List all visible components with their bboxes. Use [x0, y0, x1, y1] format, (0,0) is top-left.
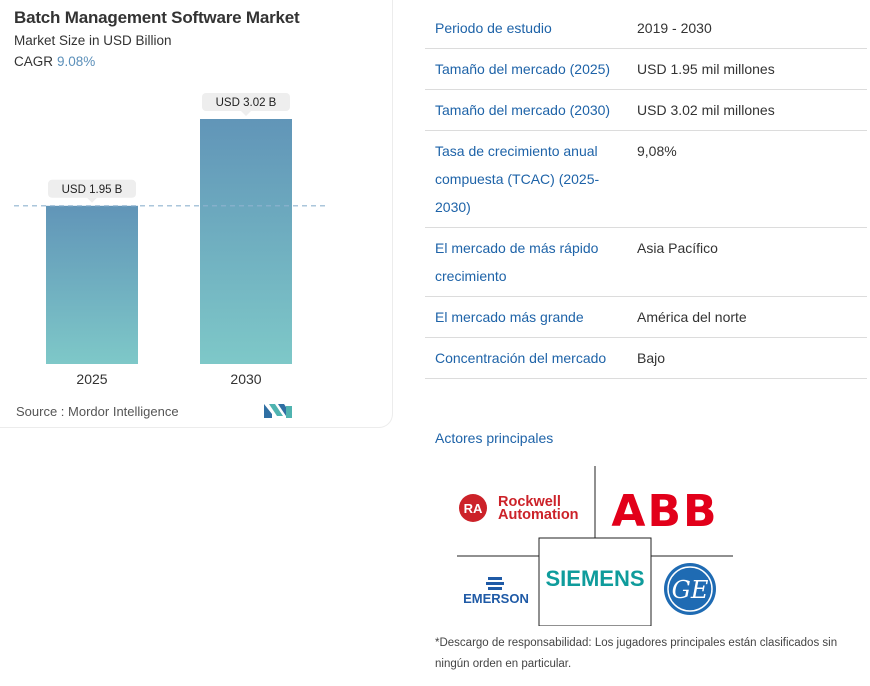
row-value: 9,08%	[637, 143, 677, 159]
table-row: Tamaño del mercado (2025) USD 1.95 mil m…	[425, 49, 867, 90]
rockwell-badge-text: RA	[464, 501, 483, 516]
key-players-title: Actores principales	[435, 430, 554, 446]
rockwell-badge-icon	[459, 494, 487, 522]
bar-2030	[200, 119, 292, 364]
row-label: Periodo de estudio	[435, 20, 552, 36]
cagr-value: 9.08%	[57, 54, 96, 69]
source-label: Source :	[16, 404, 65, 419]
data-label: USD 3.02 B	[202, 93, 290, 116]
row-label: Concentración del mercado	[435, 350, 607, 366]
market-info-table: Periodo de estudio 2019 - 2030 Tamaño de…	[425, 8, 867, 379]
row-label: Tamaño del mercado (2025)	[435, 61, 611, 77]
table-row: Concentración del mercado Bajo	[425, 338, 867, 379]
rockwell-line2: Automation	[498, 507, 579, 523]
row-value: USD 1.95 mil millones	[637, 61, 775, 77]
row-value: Bajo	[637, 350, 666, 366]
abb-logo: ABB	[611, 486, 718, 537]
row-value: 2019 - 2030	[637, 20, 712, 36]
emerson-logo: EMERSON	[463, 577, 529, 606]
svg-text:USD 3.02 B: USD 3.02 B	[216, 97, 277, 109]
row-label: Tamaño del mercado (2030)	[435, 102, 611, 118]
table-row: Tasa de crecimiento anual compuesta (TCA…	[425, 131, 867, 228]
siemens-logo: SIEMENS	[545, 566, 644, 591]
cagr-label: CAGR	[14, 54, 54, 69]
x-tick-label: 2030	[230, 371, 261, 387]
table-row: El mercado más grande América del norte	[425, 297, 867, 338]
bar-2025	[46, 205, 138, 364]
row-value: América del norte	[637, 309, 747, 325]
table-row: Tamaño del mercado (2030) USD 3.02 mil m…	[425, 90, 867, 131]
key-players-logos: RA Rockwell Automation ABB EMERSON SIEME…	[457, 466, 733, 626]
ge-monogram-text: GE	[672, 576, 709, 604]
row-label: El mercado más grande	[435, 309, 584, 325]
table-row: El mercado de más rápido crecimiento Asi…	[425, 228, 867, 297]
rockwell-automation-logo: RA Rockwell Automation	[459, 494, 579, 523]
rockwell-line1: Rockwell	[498, 494, 561, 510]
bar-chart: 2025 USD 1.95 B 2030 USD 3.02 B	[14, 93, 328, 387]
mordor-intelligence-logo	[264, 404, 292, 418]
row-value: Asia Pacífico	[637, 240, 718, 256]
ge-logo: GE	[664, 563, 716, 615]
emerson-icon	[486, 577, 504, 590]
data-label: USD 1.95 B	[48, 179, 136, 203]
chart-subtitle: Market Size in USD Billion	[14, 33, 172, 48]
ge-monogram-icon	[664, 563, 716, 615]
row-label: El mercado de más rápido crecimiento	[435, 240, 599, 284]
row-label: Tasa de crecimiento anual compuesta (TCA…	[435, 143, 600, 215]
table-row: Periodo de estudio 2019 - 2030	[425, 8, 867, 49]
row-value: USD 3.02 mil millones	[637, 102, 775, 118]
cagr-text: CAGR 9.08%	[14, 54, 95, 69]
source-name: Mordor Intelligence	[68, 404, 179, 419]
x-tick-label: 2025	[76, 371, 107, 387]
svg-text:USD 1.95 B: USD 1.95 B	[62, 184, 123, 196]
chart-title: Batch Management Software Market	[14, 8, 300, 27]
emerson-wordmark: EMERSON	[463, 591, 529, 606]
chart-card: 2025 USD 1.95 B 2030 USD 3.02 B Batch Manag…	[0, 0, 393, 428]
chart-source: Source : Mordor Intelligence	[16, 404, 179, 419]
logo-divider	[538, 537, 652, 626]
disclaimer: *Descargo de responsabilidad: Los jugado…	[435, 637, 838, 670]
